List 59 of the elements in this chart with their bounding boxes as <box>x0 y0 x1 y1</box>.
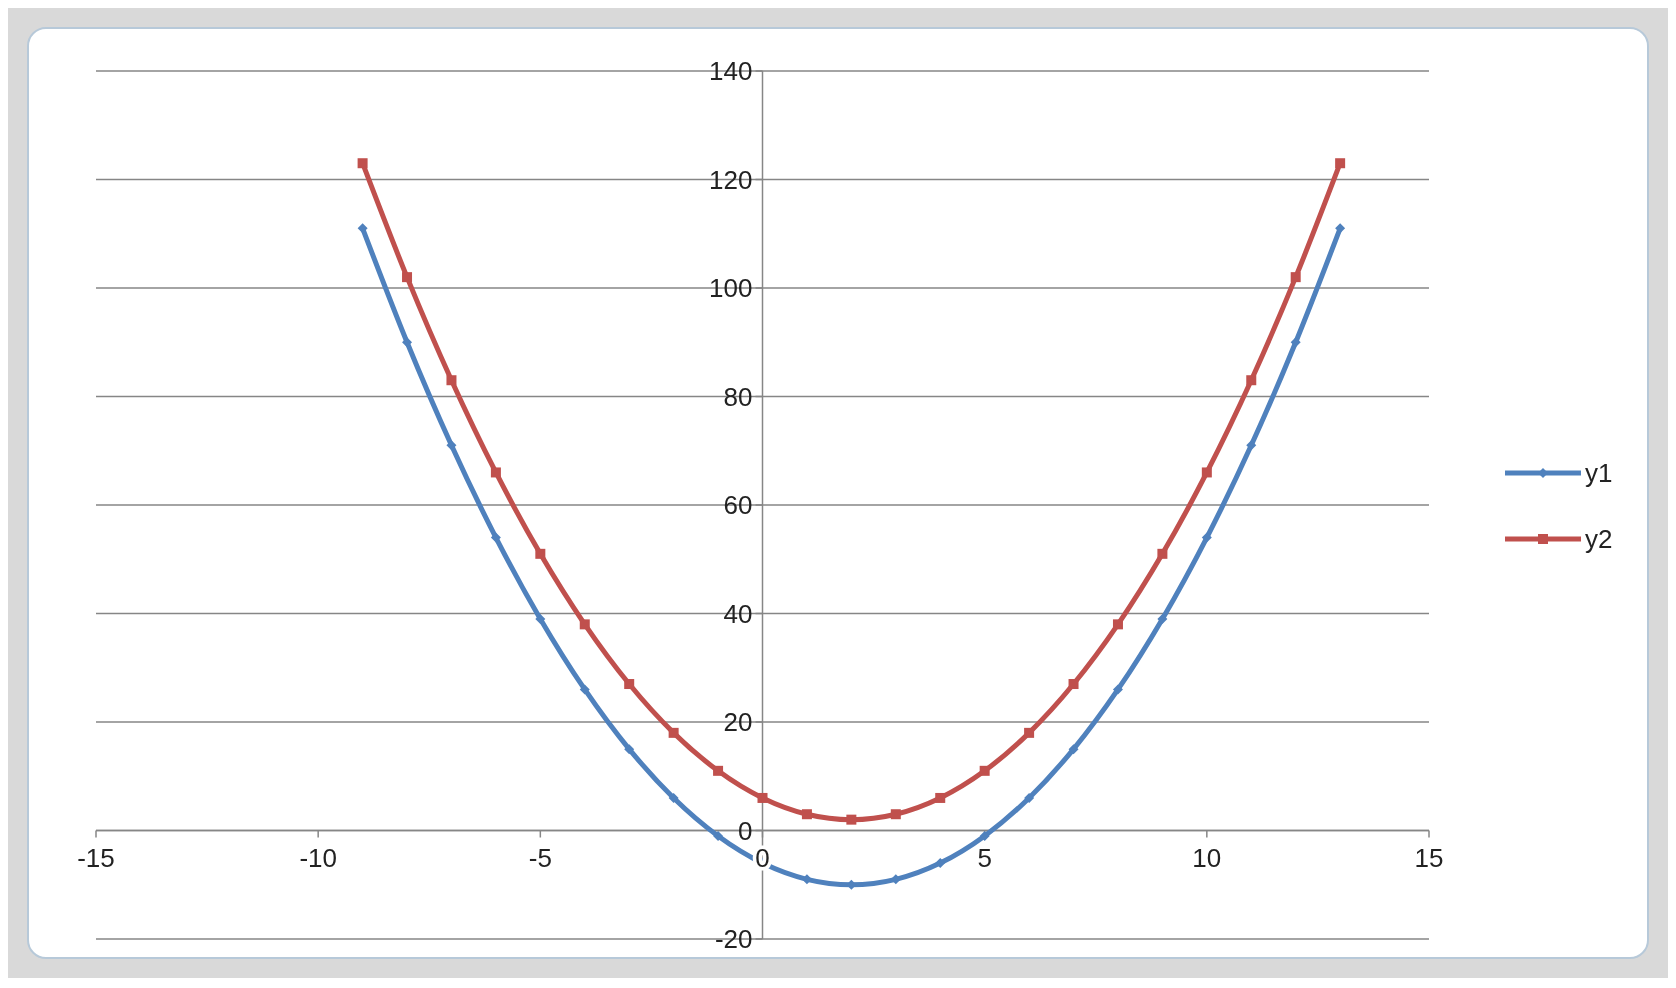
point <box>357 223 368 234</box>
point <box>402 337 413 348</box>
point <box>535 613 546 624</box>
point <box>1112 684 1123 695</box>
point <box>535 548 546 559</box>
point <box>579 619 590 630</box>
point <box>1201 467 1212 478</box>
point <box>490 467 501 478</box>
x-tick-label: 10 <box>1192 842 1222 873</box>
point <box>757 792 768 803</box>
point <box>446 375 457 386</box>
point <box>579 684 590 695</box>
point <box>357 158 368 169</box>
point <box>846 814 857 825</box>
point <box>1157 613 1168 624</box>
point <box>1246 375 1257 386</box>
y-tick-label: 140 <box>709 56 753 86</box>
point <box>624 679 635 690</box>
point <box>1201 532 1212 543</box>
x-tick-label: 15 <box>1414 842 1444 873</box>
point <box>1068 744 1079 755</box>
point <box>801 809 812 820</box>
point <box>713 830 724 841</box>
y-tick-label: 80 <box>723 381 753 412</box>
legend-label: y2 <box>1585 524 1613 554</box>
point <box>1024 727 1035 738</box>
point <box>446 440 457 451</box>
point <box>1246 440 1257 451</box>
point <box>1068 679 1079 690</box>
point <box>1112 619 1123 630</box>
point <box>713 765 724 776</box>
y-tick-label: 60 <box>723 490 753 520</box>
x-tick-label: -5 <box>528 842 552 873</box>
y-tick-label: 20 <box>723 707 753 737</box>
point <box>1335 223 1346 234</box>
y-tick-label: 100 <box>709 273 753 303</box>
y-tick-label: 0 <box>738 815 753 846</box>
x-tick-label: -10 <box>299 842 337 873</box>
y-tick-label: 40 <box>723 598 753 629</box>
point <box>624 744 635 755</box>
x-tick-label: -15 <box>77 842 115 873</box>
point <box>1290 337 1301 348</box>
point <box>490 532 501 543</box>
point <box>979 830 990 841</box>
y-tick-label: 120 <box>709 164 753 195</box>
legend-label: y1 <box>1585 458 1613 488</box>
point <box>1157 548 1168 559</box>
x-tick-label: 5 <box>977 842 992 873</box>
point <box>935 792 946 803</box>
point <box>890 809 901 820</box>
y-tick-label: -20 <box>714 924 753 954</box>
point <box>668 792 679 803</box>
point <box>668 727 679 738</box>
point <box>979 765 990 776</box>
point <box>1335 158 1346 169</box>
point <box>402 272 413 283</box>
point <box>1024 792 1035 803</box>
point <box>935 858 946 869</box>
point <box>1290 272 1301 283</box>
